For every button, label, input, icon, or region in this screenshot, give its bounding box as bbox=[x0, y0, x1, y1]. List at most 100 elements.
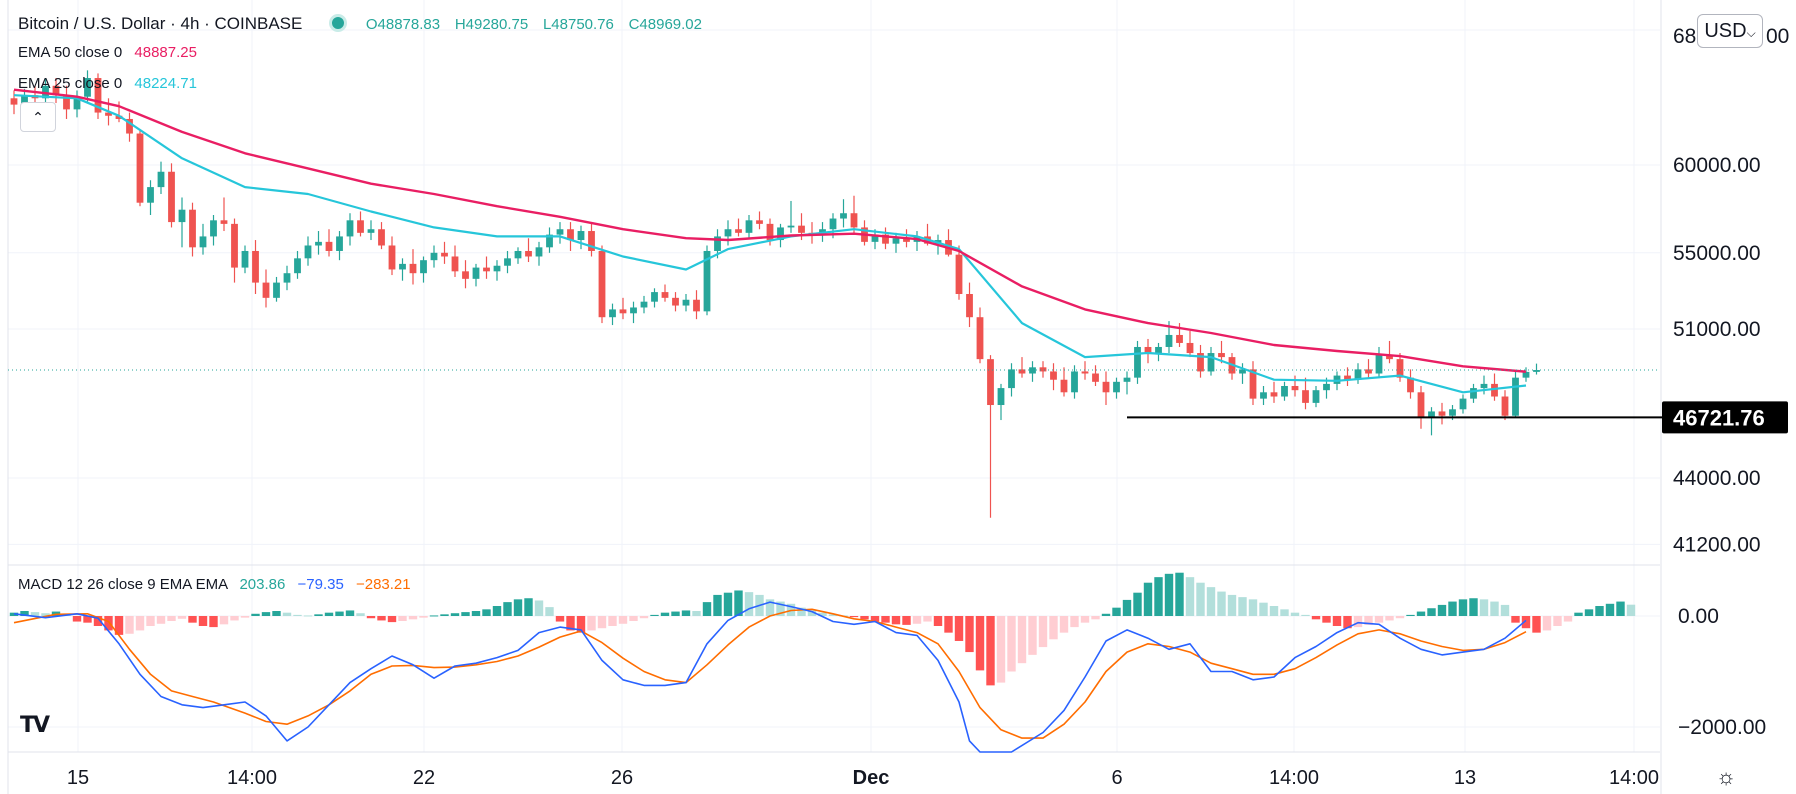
price-axis-label: 41200.00 bbox=[1673, 533, 1761, 556]
macd-hist-bar bbox=[1553, 616, 1562, 626]
price-level-tag bbox=[1662, 401, 1788, 434]
candle-body bbox=[136, 133, 144, 203]
macd-hist-bar bbox=[240, 616, 250, 618]
macd-signal-value: −283.21 bbox=[355, 576, 411, 593]
macd-hist-bar bbox=[692, 611, 701, 616]
candle-body bbox=[1533, 370, 1540, 372]
candle-body bbox=[661, 292, 669, 298]
candle-body bbox=[1428, 411, 1435, 418]
ema50-label: EMA 50 close 0 bbox=[18, 44, 123, 61]
macd-hist-bar bbox=[1490, 601, 1499, 616]
candle-body bbox=[1186, 342, 1194, 354]
candle-body bbox=[1197, 353, 1204, 372]
candle-body bbox=[630, 307, 637, 314]
candle-body bbox=[619, 309, 627, 314]
candle-body bbox=[1449, 409, 1456, 416]
ema50-line bbox=[13, 88, 1527, 373]
macd-hist-bar bbox=[1059, 616, 1069, 633]
candle-body bbox=[1365, 369, 1372, 374]
macd-hist-bar bbox=[734, 590, 743, 616]
candle-body bbox=[598, 250, 606, 318]
macd-hist-bar bbox=[72, 616, 82, 622]
macd-hist-bar bbox=[1227, 594, 1237, 616]
macd-hist-bar bbox=[776, 601, 785, 616]
macd-hist-bar bbox=[1185, 577, 1195, 616]
macd-hist-bar bbox=[555, 616, 565, 622]
macd-hist-bar bbox=[587, 616, 596, 631]
candle-body bbox=[504, 258, 511, 266]
currency-selector[interactable]: USD⌵ bbox=[1697, 14, 1763, 48]
macd-hist-bar bbox=[1563, 616, 1573, 622]
gear-icon[interactable]: ☼ bbox=[1716, 764, 1737, 789]
candle-body bbox=[609, 309, 616, 318]
macd-hist-bar bbox=[1605, 603, 1615, 616]
candle-body bbox=[493, 265, 501, 272]
ema-lines bbox=[13, 88, 1527, 394]
macd-hist-bar bbox=[986, 616, 995, 686]
candle-body bbox=[1491, 383, 1498, 397]
time-axis[interactable]: 15 14:00 22 26 Dec 6 14:00 13 14:00 bbox=[67, 767, 1659, 789]
macd-hist-bar bbox=[408, 616, 418, 620]
macd-hist-bar bbox=[1584, 609, 1594, 616]
candle-body bbox=[1291, 385, 1299, 391]
chevron-up-icon: ⌃ bbox=[32, 109, 44, 125]
ema50-value: 48887.25 bbox=[134, 44, 197, 61]
candle-body bbox=[546, 234, 553, 248]
macd-hist-bar bbox=[1164, 573, 1174, 616]
macd-hist-bar bbox=[1017, 616, 1027, 664]
macd-hist-bar bbox=[387, 616, 397, 623]
candle-body bbox=[220, 220, 228, 224]
price-axis[interactable]: 60000.00 55000.00 51000.00 44000.00 41200.00… bbox=[1662, 25, 1789, 556]
macd-legend[interactable]: MACD 12 26 close 9 EMA EMA 203.86 −79.35… bbox=[18, 576, 411, 593]
tradingview-logo[interactable]: TV bbox=[20, 713, 50, 738]
macd-hist-bar bbox=[870, 616, 880, 622]
symbol-legend[interactable]: Bitcoin / U.S. Dollar · 4h · COINBASE O4… bbox=[18, 14, 702, 34]
macd-hist-bar bbox=[230, 616, 239, 621]
candle-body bbox=[483, 267, 490, 272]
macd-hist-bar bbox=[104, 616, 113, 631]
candle-body bbox=[1060, 379, 1068, 393]
candle-body bbox=[262, 282, 270, 298]
macd-hist-bar bbox=[1028, 616, 1037, 655]
macd-hist-bar bbox=[1133, 592, 1142, 616]
macd-hist-bar bbox=[797, 607, 806, 616]
macd-hist-bar bbox=[566, 616, 575, 631]
candle-body bbox=[1207, 353, 1215, 372]
candle-body bbox=[1417, 392, 1425, 418]
macd-hist-bar bbox=[1311, 616, 1321, 620]
macd-hist-bar bbox=[965, 616, 974, 653]
macd-line bbox=[13, 601, 1527, 753]
candle-body bbox=[987, 359, 994, 406]
ema25-legend[interactable]: EMA 25 close 0 48224.71 bbox=[18, 75, 197, 92]
candle-body bbox=[94, 78, 102, 113]
candlesticks bbox=[10, 70, 1540, 518]
ohlc-low: L48750.76 bbox=[542, 16, 614, 33]
macd-hist-bar bbox=[1049, 616, 1058, 640]
macd-hist-bar bbox=[114, 616, 124, 635]
candle-body bbox=[1144, 346, 1152, 354]
macd-hist-bar bbox=[272, 611, 281, 616]
candle-body bbox=[451, 256, 459, 272]
candle-body bbox=[840, 213, 847, 219]
price-axis-label-top-tail: 00 bbox=[1766, 25, 1789, 48]
macd-hist-bar bbox=[944, 616, 953, 633]
candle-body bbox=[105, 112, 112, 116]
candle-body bbox=[871, 234, 879, 242]
candle-body bbox=[1407, 377, 1414, 393]
candle-body bbox=[294, 258, 301, 274]
macd-hist-value: 203.86 bbox=[239, 576, 286, 593]
macd-axis-label: −2000.00 bbox=[1678, 716, 1766, 739]
candle-body bbox=[1302, 390, 1309, 403]
macd-hist-bar bbox=[440, 614, 449, 616]
macd-hist-bar bbox=[1301, 614, 1310, 616]
ema50-legend[interactable]: EMA 50 close 0 48887.25 bbox=[18, 44, 197, 61]
macd-hist-bar bbox=[261, 612, 271, 616]
collapse-legend-button[interactable]: ⌃ bbox=[20, 102, 56, 132]
macd-hist-bar bbox=[282, 612, 292, 616]
macd-hist-bar bbox=[954, 616, 964, 641]
candle-body bbox=[1018, 369, 1026, 374]
candle-body bbox=[1039, 367, 1047, 372]
symbol-title[interactable]: Bitcoin / U.S. Dollar · 4h · COINBASE bbox=[18, 14, 303, 33]
macd-hist-bar bbox=[891, 616, 901, 625]
